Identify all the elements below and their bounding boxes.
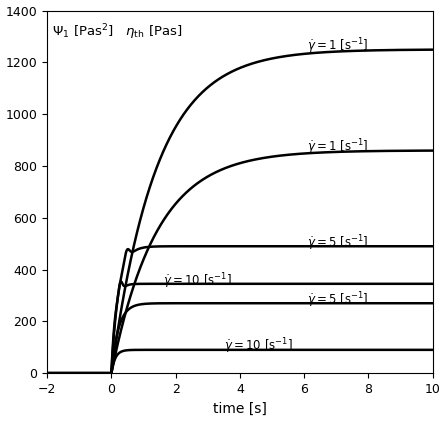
Text: $\dot{\gamma} = 5\ [\mathrm{s}^{-1}]$: $\dot{\gamma} = 5\ [\mathrm{s}^{-1}]$: [307, 291, 369, 310]
X-axis label: time [s]: time [s]: [213, 402, 267, 416]
Text: $\dot{\gamma} = 1\ [\mathrm{s}^{-1}]$: $\dot{\gamma} = 1\ [\mathrm{s}^{-1}]$: [307, 37, 369, 56]
Text: $\dot{\gamma} = 5\ [\mathrm{s}^{-1}]$: $\dot{\gamma} = 5\ [\mathrm{s}^{-1}]$: [307, 234, 369, 253]
Text: $\dot{\gamma} = 10\ [\mathrm{s}^{-1}]$: $\dot{\gamma} = 10\ [\mathrm{s}^{-1}]$: [163, 271, 232, 290]
Text: $\Psi_1\ \mathrm{[Pas^2]}$   $\eta_{\mathrm{th}}\ \mathrm{[Pas]}$: $\Psi_1\ \mathrm{[Pas^2]}$ $\eta_{\mathr…: [52, 22, 182, 42]
Text: $\dot{\gamma} = 10\ [\mathrm{s}^{-1}]$: $\dot{\gamma} = 10\ [\mathrm{s}^{-1}]$: [224, 337, 293, 356]
Text: $\dot{\gamma} = 1\ [\mathrm{s}^{-1}]$: $\dot{\gamma} = 1\ [\mathrm{s}^{-1}]$: [307, 137, 369, 157]
